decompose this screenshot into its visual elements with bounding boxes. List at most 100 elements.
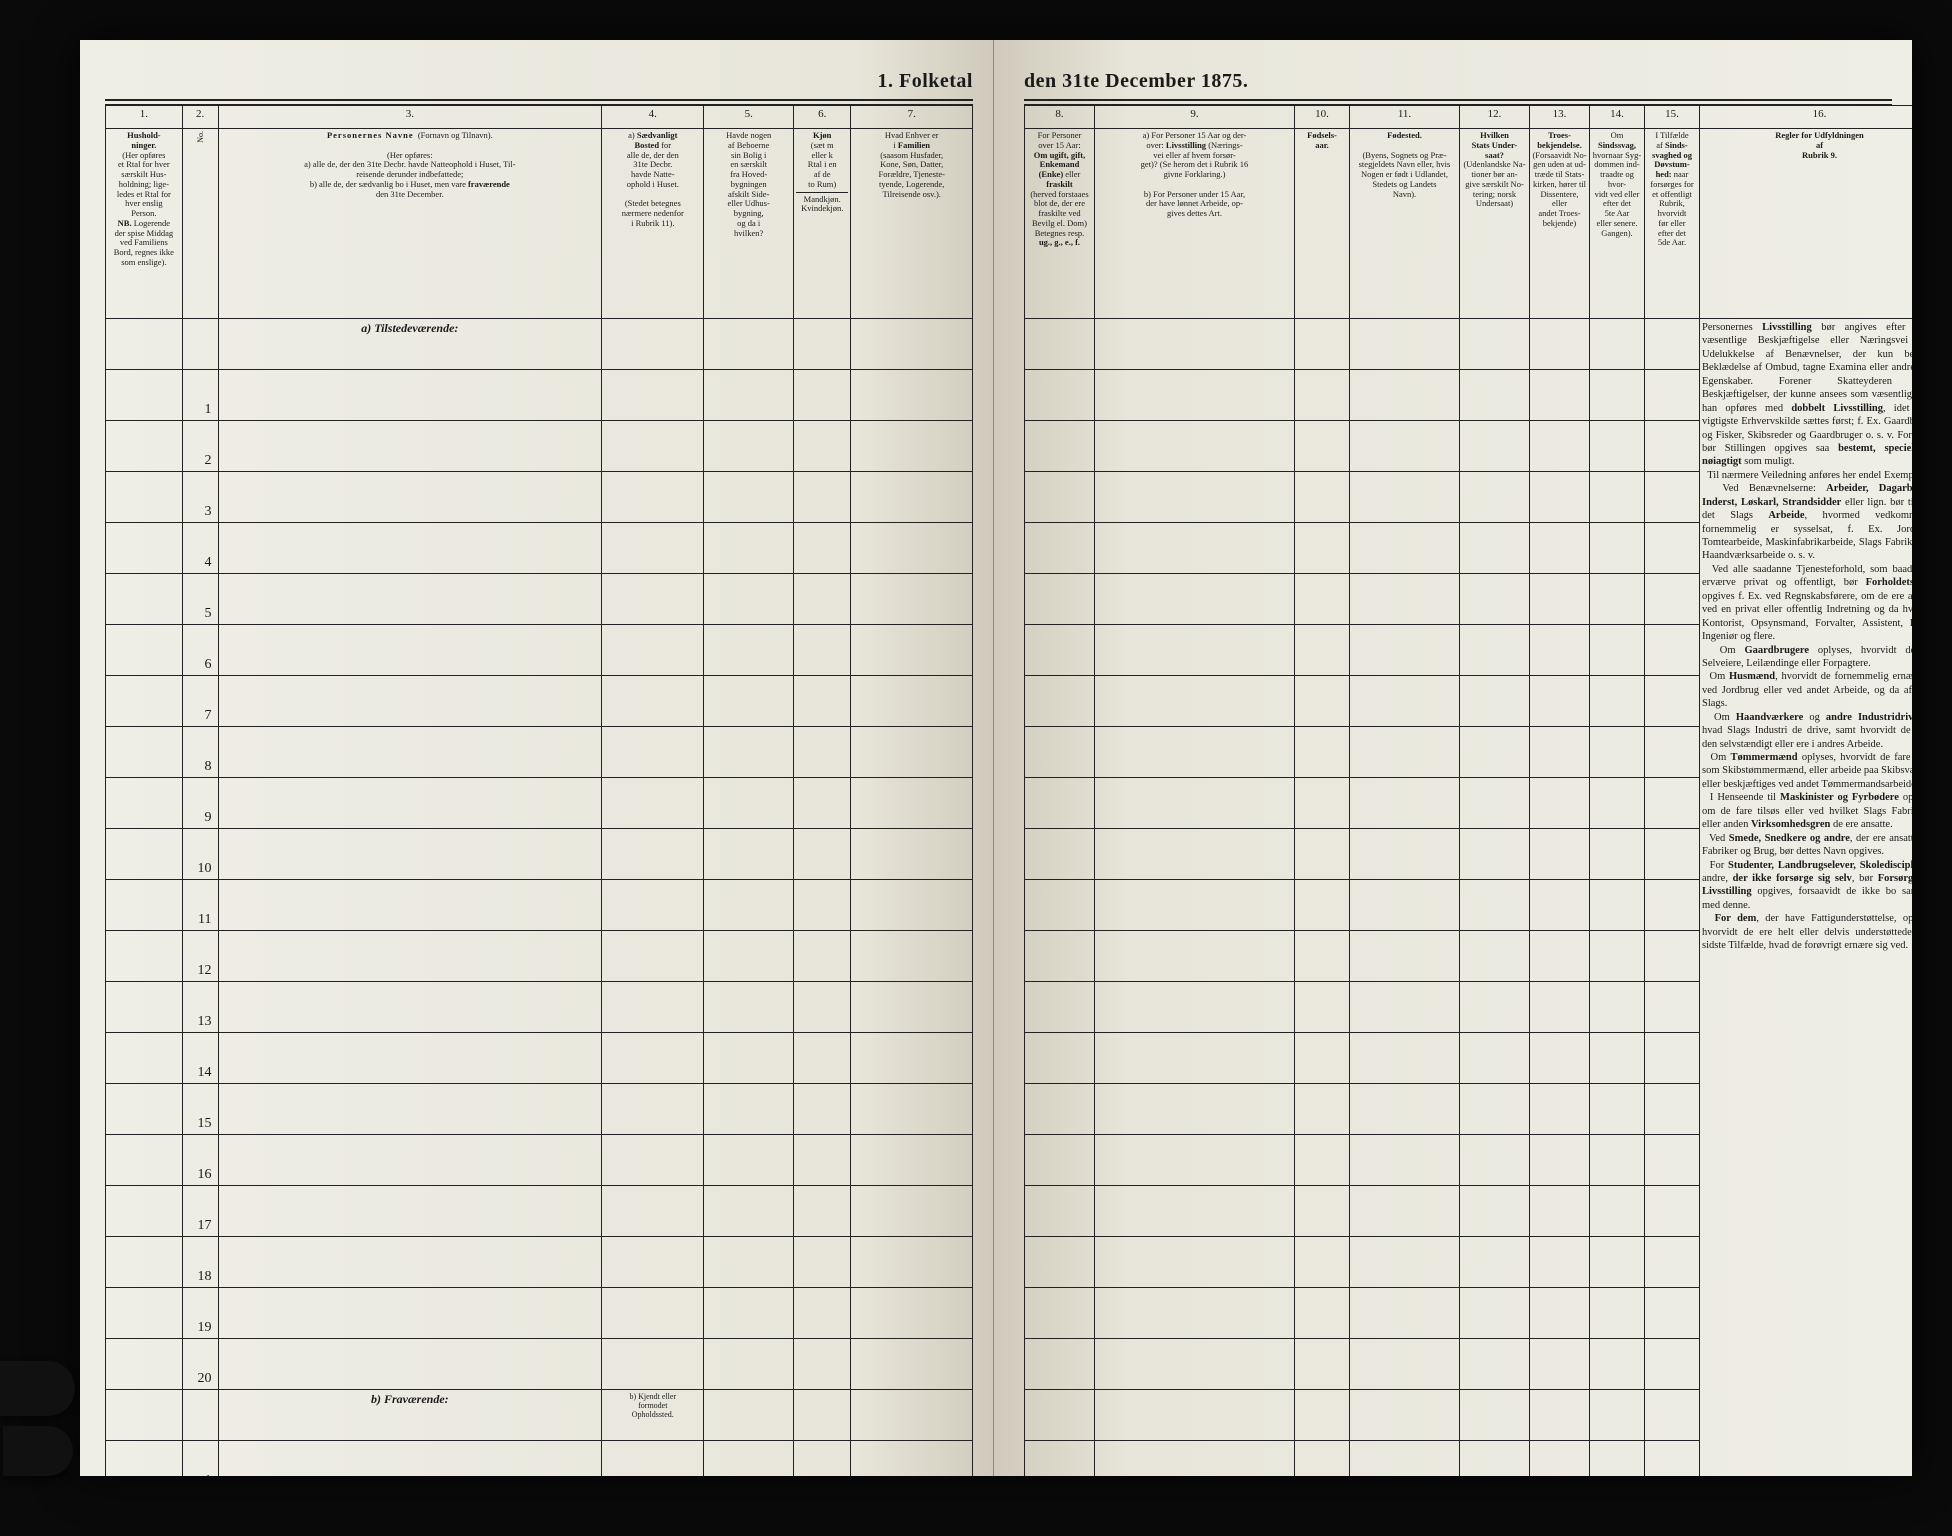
table-cell [1530, 1441, 1590, 1477]
table-cell [1350, 1339, 1460, 1390]
table-cell [1025, 574, 1095, 625]
table-row: 16 [106, 1135, 973, 1186]
table-cell [1645, 1186, 1700, 1237]
table-cell [1025, 1288, 1095, 1339]
column-number: 10. [1295, 106, 1350, 129]
table-cell [1025, 319, 1095, 370]
table-cell [851, 1186, 973, 1237]
table-cell [1095, 1390, 1295, 1441]
table-cell [106, 982, 183, 1033]
table-row: 7 [106, 676, 973, 727]
table-cell [1095, 778, 1295, 829]
table-cell: 4 [182, 523, 218, 574]
table-cell [1095, 1084, 1295, 1135]
table-cell [1530, 574, 1590, 625]
table-cell [106, 1339, 183, 1390]
table-cell [1025, 982, 1095, 1033]
table-cell [1350, 778, 1460, 829]
table-cell [1295, 472, 1350, 523]
column-number: 14. [1590, 106, 1645, 129]
table-cell [704, 676, 794, 727]
table-cell [1025, 1390, 1095, 1441]
table-cell [1460, 1186, 1530, 1237]
table-cell [704, 1288, 794, 1339]
table-cell [704, 1033, 794, 1084]
table-cell [1530, 727, 1590, 778]
table-cell [1645, 1033, 1700, 1084]
column-number: 11. [1350, 106, 1460, 129]
table-cell [793, 778, 851, 829]
table-cell: 18 [182, 1237, 218, 1288]
table-cell [1645, 421, 1700, 472]
table-cell [1095, 727, 1295, 778]
table-row: 20 [106, 1339, 973, 1390]
table-cell [704, 574, 794, 625]
table-cell [1460, 1237, 1530, 1288]
table-cell [1530, 880, 1590, 931]
table-cell [602, 880, 704, 931]
table-row: 1 [106, 370, 973, 421]
table-cell [218, 931, 602, 982]
table-cell [851, 574, 973, 625]
table-cell [1460, 676, 1530, 727]
table-cell [106, 1084, 183, 1135]
table-cell [851, 472, 973, 523]
column-number: 7. [851, 106, 973, 129]
column-number: 5. [704, 106, 794, 129]
table-cell [704, 829, 794, 880]
census-table-left: 1.2.3.4.5.6.7. Hushold-ninger.(Her opfør… [105, 105, 973, 1476]
table-cell [1590, 676, 1645, 727]
table-cell [106, 1135, 183, 1186]
table-cell [1095, 1288, 1295, 1339]
table-cell [1530, 523, 1590, 574]
table-cell [1645, 574, 1700, 625]
table-cell [1645, 523, 1700, 574]
table-cell [1025, 523, 1095, 574]
table-row: 6 [106, 625, 973, 676]
table-cell [1095, 574, 1295, 625]
table-cell [793, 574, 851, 625]
table-cell [1025, 1033, 1095, 1084]
table-cell [851, 727, 973, 778]
table-cell [1095, 1033, 1295, 1084]
table-row: 3 [106, 472, 973, 523]
table-cell [602, 676, 704, 727]
column-header: Troes-bekjendelse.(Forsaavidt No-gen ude… [1530, 129, 1590, 319]
table-cell [704, 880, 794, 931]
table-cell: 15 [182, 1084, 218, 1135]
table-cell [1295, 676, 1350, 727]
section-a-label: a) Tilstedeværende: [218, 319, 602, 370]
table-cell: 7 [182, 676, 218, 727]
book-scan: 1. Folketal 1.2.3.4.5.6.7. Hushold-ninge… [0, 0, 1952, 1536]
table-cell [1530, 829, 1590, 880]
table-cell [1295, 1084, 1350, 1135]
page-title-left: 1. Folketal [105, 70, 973, 93]
table-cell: 8 [182, 727, 218, 778]
column-number: 8. [1025, 106, 1095, 129]
column-header: a) For Personer 15 Aar og der-over: Livs… [1095, 129, 1295, 319]
table-cell: 1 [182, 370, 218, 421]
table-cell [1025, 1186, 1095, 1237]
table-cell [1645, 1084, 1700, 1135]
table-cell [1530, 1390, 1590, 1441]
table-cell [793, 421, 851, 472]
table-cell [1295, 982, 1350, 1033]
table-row: 10 [106, 829, 973, 880]
table-cell [1095, 472, 1295, 523]
table-cell [1025, 370, 1095, 421]
table-cell [1530, 676, 1590, 727]
table-cell: 13 [182, 982, 218, 1033]
table-cell [1530, 472, 1590, 523]
table-row: 8 [106, 727, 973, 778]
table-cell [218, 676, 602, 727]
column-number: 6. [793, 106, 851, 129]
table-cell [851, 982, 973, 1033]
table-cell [793, 880, 851, 931]
column-header: Fødsels-aar. [1295, 129, 1350, 319]
table-cell [1530, 982, 1590, 1033]
table-cell [1295, 1288, 1350, 1339]
column-number: 15. [1645, 106, 1700, 129]
table-cell [704, 1084, 794, 1135]
table-cell [1460, 1084, 1530, 1135]
table-cell [704, 472, 794, 523]
